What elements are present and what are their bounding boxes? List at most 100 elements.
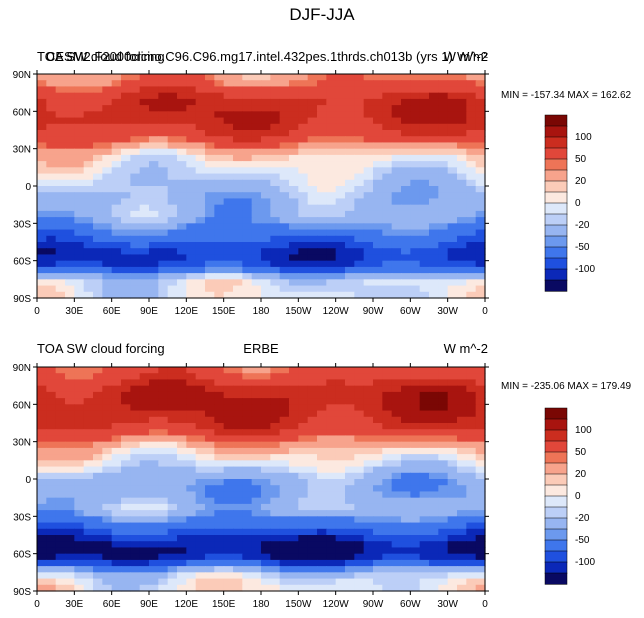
heatmap-cell: [158, 229, 169, 237]
heatmap-cell: [233, 423, 243, 430]
heatmap-cell: [149, 154, 159, 162]
heatmap-cell: [46, 447, 57, 455]
heatmap-cell: [279, 472, 290, 480]
heatmap-cell: [251, 192, 262, 200]
heatmap-cell: [186, 535, 197, 542]
heatmap-cell: [214, 553, 225, 561]
heatmap-cell: [279, 441, 290, 449]
heatmap-cell: [298, 416, 309, 424]
heatmap-cell: [55, 223, 66, 231]
heatmap-cell: [111, 154, 122, 162]
heatmap-cell: [307, 285, 318, 293]
heatmap-cell: [223, 466, 234, 474]
heatmap-cell: [195, 572, 206, 580]
heatmap-cell: [279, 404, 290, 412]
heatmap-cell: [307, 541, 318, 549]
heatmap-cell: [326, 111, 337, 119]
heatmap-cell: [419, 510, 430, 517]
heatmap-cell: [317, 198, 327, 206]
heatmap-cell: [158, 279, 169, 287]
heatmap-cell: [475, 541, 486, 549]
heatmap-cell: [214, 86, 225, 94]
heatmap-cell: [195, 485, 206, 493]
heatmap-cell: [345, 485, 355, 493]
heatmap-cell: [335, 460, 346, 468]
heatmap-cell: [457, 242, 467, 249]
heatmap-cell: [195, 522, 206, 530]
heatmap-cell: [139, 98, 150, 106]
heatmap-cell: [391, 485, 402, 493]
y-tick-label: 60S: [13, 257, 31, 268]
heatmap-cell: [233, 74, 243, 81]
heatmap-cell: [382, 404, 393, 412]
heatmap-cell: [345, 248, 355, 256]
colorbar-swatch: [544, 114, 568, 127]
heatmap-cell: [261, 535, 271, 542]
heatmap-cell: [307, 179, 318, 187]
heatmap-cell: [37, 86, 47, 94]
heatmap-cell: [111, 117, 122, 125]
heatmap-cell: [419, 74, 430, 81]
heatmap-cell: [242, 491, 253, 499]
heatmap-cell: [251, 186, 262, 193]
heatmap-cell: [298, 142, 309, 150]
heatmap-cell: [307, 373, 318, 381]
heatmap-cell: [186, 80, 197, 88]
heatmap-cell: [65, 578, 75, 586]
heatmap-cell: [102, 429, 113, 437]
heatmap-cell: [261, 123, 271, 131]
heatmap-cell: [149, 522, 159, 530]
heatmap-cell: [158, 566, 169, 573]
heatmap-cell: [214, 210, 225, 218]
heatmap-cell: [74, 472, 85, 480]
heatmap-cell: [65, 248, 75, 256]
heatmap-cell: [195, 254, 206, 262]
heatmap-cell: [74, 485, 85, 493]
heatmap-cell: [270, 416, 281, 424]
heatmap-cell: [447, 136, 458, 144]
heatmap-cell: [447, 291, 458, 299]
heatmap-cell: [74, 167, 85, 175]
heatmap-cell: [74, 391, 85, 399]
heatmap-cell: [37, 248, 47, 256]
heatmap-cell: [447, 80, 458, 88]
heatmap-cell: [93, 429, 103, 437]
heatmap-cell: [429, 547, 439, 555]
heatmap-cell: [289, 136, 299, 144]
heatmap-cell: [186, 260, 197, 268]
heatmap-cell: [158, 204, 169, 212]
heatmap-cell: [167, 547, 178, 555]
heatmap-cell: [205, 510, 215, 517]
heatmap-cell: [307, 367, 318, 374]
heatmap-cell: [93, 254, 103, 262]
heatmap-cell: [195, 491, 206, 499]
heatmap-cell: [65, 416, 75, 424]
heatmap-cell: [177, 235, 187, 243]
heatmap-cell: [233, 248, 243, 256]
heatmap-cell: [205, 111, 215, 119]
heatmap-cell: [466, 142, 477, 150]
heatmap-cell: [74, 198, 85, 206]
heatmap-cell: [205, 553, 215, 561]
heatmap-cell: [438, 223, 449, 231]
heatmap-cell: [438, 516, 449, 524]
heatmap-cell: [186, 472, 197, 480]
heatmap-cell: [382, 273, 393, 280]
heatmap-cell: [177, 379, 187, 387]
heatmap-cell: [251, 584, 262, 592]
heatmap-cell: [447, 105, 458, 112]
heatmap-cell: [382, 266, 393, 274]
heatmap-cell: [177, 136, 187, 144]
heatmap-cell: [65, 373, 75, 381]
heatmap-cell: [345, 379, 355, 387]
heatmap-cell: [102, 98, 113, 106]
heatmap-cell: [223, 136, 234, 144]
heatmap-cell: [195, 74, 206, 81]
heatmap-cell: [438, 447, 449, 455]
heatmap-cell: [205, 167, 215, 175]
heatmap-cell: [223, 217, 234, 224]
heatmap-cell: [139, 572, 150, 580]
heatmap-cell: [83, 136, 94, 144]
heatmap-cell: [457, 111, 467, 119]
heatmap-cell: [205, 472, 215, 480]
